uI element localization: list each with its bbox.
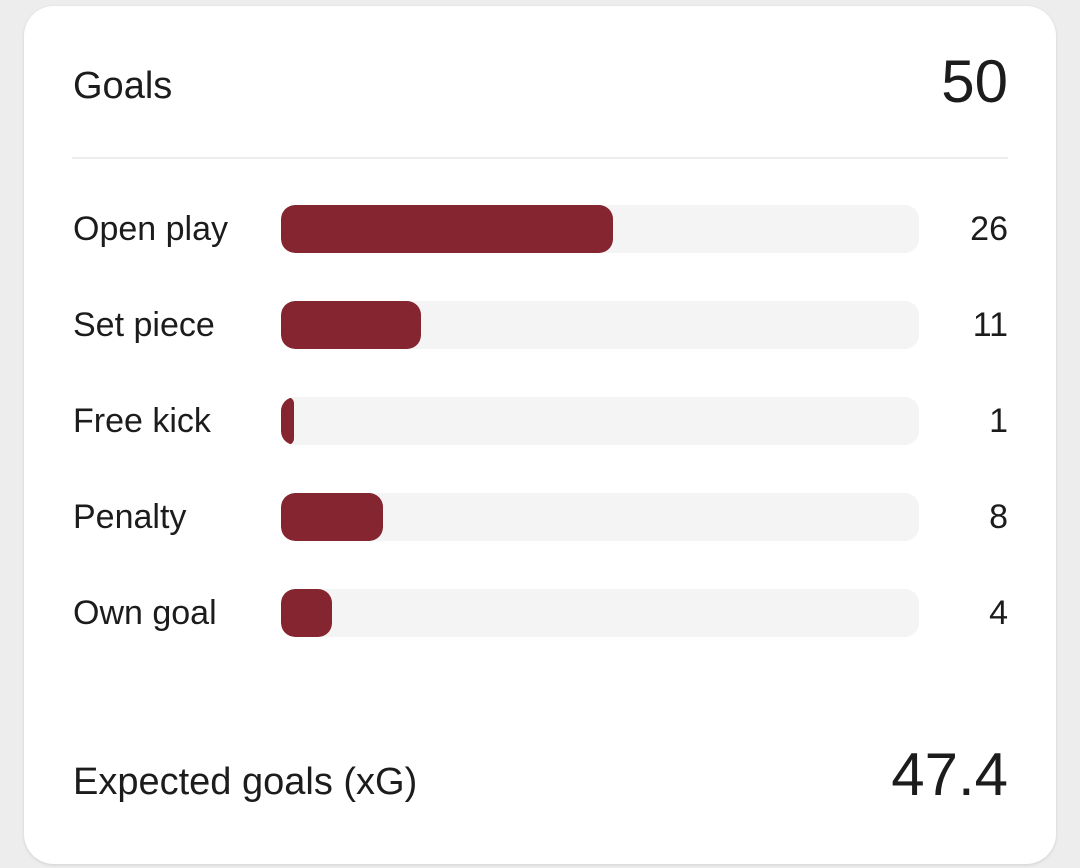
- xg-label: Expected goals (xG): [73, 761, 418, 803]
- bar-row: Own goal 4: [24, 589, 1056, 637]
- bar-fill: [281, 205, 613, 253]
- bar-value: 4: [989, 594, 1008, 632]
- bar-fill: [281, 397, 294, 445]
- bar-fill: [281, 301, 421, 349]
- card-title: Goals: [73, 65, 173, 107]
- bar-row: Free kick 1: [24, 397, 1056, 445]
- bar-track: [281, 301, 919, 349]
- bar-value: 8: [989, 498, 1008, 536]
- goals-total: 50: [941, 48, 1008, 115]
- bar-value: 26: [970, 210, 1008, 248]
- bar-value: 1: [989, 402, 1008, 440]
- goals-card: Goals 50 Open play 26 Set piece 11 Free kick…: [24, 6, 1056, 864]
- xg-value: 47.4: [891, 741, 1008, 808]
- bar-track: [281, 493, 919, 541]
- bar-label: Own goal: [73, 594, 217, 632]
- divider: [72, 157, 1008, 159]
- bar-label: Open play: [73, 210, 228, 248]
- bar-row: Open play 26: [24, 205, 1056, 253]
- bar-track: [281, 589, 919, 637]
- bar-row: Penalty 8: [24, 493, 1056, 541]
- bar-label: Free kick: [73, 402, 211, 440]
- bar-label: Penalty: [73, 498, 187, 536]
- bar-label: Set piece: [73, 306, 215, 344]
- bar-row: Set piece 11: [24, 301, 1056, 349]
- bar-value: 11: [972, 306, 1008, 344]
- bar-track: [281, 205, 919, 253]
- bar-fill: [281, 493, 383, 541]
- bar-track: [281, 397, 919, 445]
- bar-fill: [281, 589, 332, 637]
